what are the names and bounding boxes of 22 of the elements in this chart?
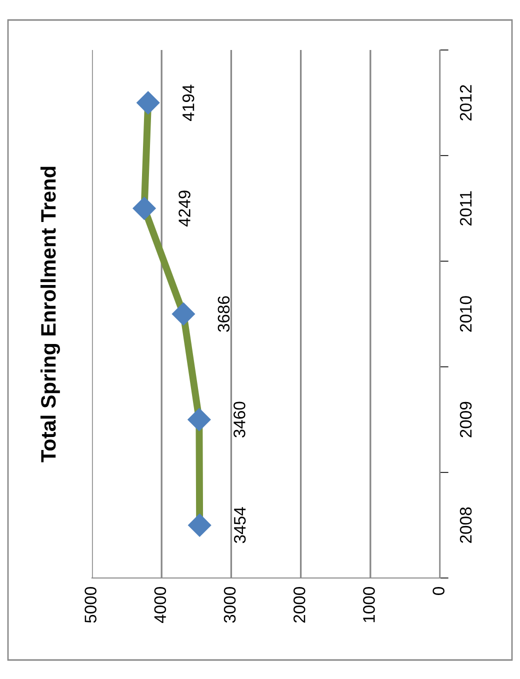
point (188, 408, 211, 432)
data-label: 4194 (182, 84, 194, 121)
y-tick-label: 2012 (460, 85, 472, 120)
text: Total Spring Enrollment Trend (40, 166, 60, 462)
y-tick-label: 2009 (460, 402, 472, 438)
data-label: 3460 (234, 402, 246, 438)
data-label: 3686 (218, 296, 230, 332)
point (172, 302, 195, 326)
x-tick-label: 0 (432, 586, 444, 595)
x-tick-label: 1000 (363, 586, 375, 622)
x-tick-label: 2000 (293, 586, 306, 623)
x-tick-label: 4000 (154, 586, 166, 624)
y-tick-label: 2008 (460, 507, 472, 543)
point (132, 196, 156, 220)
y-tick-label: 2010 (460, 296, 472, 332)
x-tick-label: 5000 (84, 586, 96, 623)
data-label: 3454 (234, 507, 246, 544)
data-label: 4249 (178, 190, 190, 227)
x-tick-label: 3000 (224, 586, 236, 623)
point (136, 91, 160, 114)
point (188, 514, 212, 537)
y-tick-label: 2011 (460, 191, 472, 226)
